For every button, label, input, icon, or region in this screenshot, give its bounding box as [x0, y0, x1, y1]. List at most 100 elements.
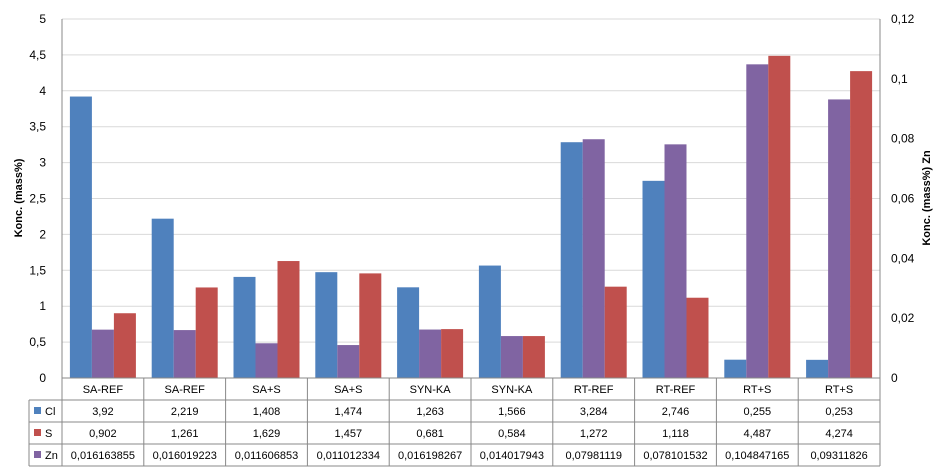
data-label: 0,104847165 [725, 450, 789, 462]
data-label: 3,284 [580, 406, 608, 418]
bar-s [277, 261, 300, 378]
bar-s [686, 297, 709, 378]
data-label: 0,902 [89, 428, 117, 440]
left-tick-label: 0 [39, 371, 46, 385]
data-label: 1,457 [335, 428, 363, 440]
data-label: 0,253 [825, 406, 853, 418]
bar-cl [151, 218, 174, 378]
data-label: 1,408 [253, 406, 281, 418]
data-label: 1,566 [498, 406, 526, 418]
data-label: 0,011012334 [317, 450, 380, 462]
left-tick-label: 2 [39, 227, 46, 241]
data-label: 0,681 [416, 428, 444, 440]
data-label: 1,474 [335, 406, 363, 418]
legend-key-cl [34, 407, 41, 414]
data-label: 1,272 [580, 428, 608, 440]
bar-s [522, 336, 545, 378]
data-label: 4,487 [744, 428, 772, 440]
data-label: 0,078101532 [643, 450, 707, 462]
bar-zn [746, 64, 769, 379]
category-label: RT-REF [574, 384, 614, 396]
category-label: SA-REF [83, 384, 124, 396]
data-label: 0,014017943 [480, 450, 544, 462]
bar-s [359, 273, 382, 378]
data-label: 0,016198267 [398, 450, 462, 462]
data-label: 2,746 [662, 406, 690, 418]
bar-s [850, 71, 873, 378]
left-tick-label: 4 [39, 84, 46, 98]
category-label: SYN-KA [410, 384, 452, 396]
data-label: 0,016019223 [153, 450, 217, 462]
left-tick-label: 4,5 [29, 48, 46, 62]
category-label: SA-REF [165, 384, 206, 396]
bar-zn [500, 336, 523, 378]
bars [69, 55, 873, 379]
right-tick-label: 0,08 [891, 132, 915, 146]
left-tick-label: 1,5 [29, 263, 46, 277]
bar-s [604, 286, 627, 378]
category-label: SA+S [252, 384, 280, 396]
left-axis-title: Konc. (mass%) [13, 158, 25, 237]
left-tick-label: 2,5 [29, 192, 46, 206]
data-table: SA-REF SA-REF SA+S SA+S SYN-KA SYN-KA RT-REF RT… [28, 377, 881, 467]
bar-cl [806, 359, 829, 378]
right-tick-label: 0 [891, 371, 898, 385]
bar-cl [724, 359, 747, 378]
bar-zn [828, 99, 851, 378]
category-label: SYN-KA [491, 384, 533, 396]
left-tick-label: 3,5 [29, 120, 46, 134]
category-label: RT+S [743, 384, 771, 396]
data-label: 4,274 [825, 428, 853, 440]
bar-cl [397, 287, 420, 378]
legend-key-zn [34, 451, 41, 458]
left-tick-label: 5 [39, 12, 46, 26]
bar-cl [233, 276, 256, 378]
legend-label: S [45, 428, 52, 440]
bar-s [768, 55, 791, 378]
data-label: 0,011606853 [235, 450, 298, 462]
data-label: 0,584 [498, 428, 526, 440]
left-tick-label: 0,5 [29, 335, 46, 349]
bar-cl [642, 180, 665, 378]
bar-zn [255, 343, 278, 378]
data-label: 0,09311826 [810, 450, 867, 462]
category-label: SA+S [334, 384, 362, 396]
data-label: 3,92 [92, 406, 113, 418]
data-label: 0,016163855 [71, 450, 135, 462]
bar-s [113, 313, 136, 378]
data-label: 1,629 [253, 428, 281, 440]
legend-label: Zn [45, 450, 58, 462]
left-tick-label: 1 [39, 299, 46, 313]
bar-zn [582, 139, 605, 378]
left-tick-label: 3 [39, 156, 46, 170]
bar-cl [560, 142, 583, 378]
left-axis-ticks: 0 0,5 1 1,5 2 2,5 3 3,5 4 4,5 5 [29, 12, 46, 385]
right-tick-label: 0,12 [891, 12, 915, 26]
legend-label: Cl [45, 406, 55, 418]
category-label: RT-REF [656, 384, 696, 396]
right-axis-ticks: 0 0,02 0,04 0,06 0,08 0,1 0,12 [891, 12, 915, 385]
bar-cl [478, 265, 501, 378]
right-tick-label: 0,06 [891, 192, 915, 206]
bar-zn [337, 345, 360, 378]
bar-zn [419, 329, 442, 378]
bar-s [195, 287, 218, 378]
data-label: 1,261 [171, 428, 199, 440]
right-tick-label: 0,04 [891, 251, 915, 265]
bar-zn [664, 144, 687, 378]
bar-s [441, 329, 464, 378]
data-label: 0,255 [744, 406, 772, 418]
bar-zn [173, 330, 196, 378]
data-label: 0,07981119 [565, 450, 621, 462]
right-tick-label: 0,02 [891, 311, 915, 325]
bar-cl [315, 272, 338, 378]
legend-key-s [34, 429, 41, 436]
right-axis-title: Konc. (mass%) Zn [921, 150, 933, 246]
bar-cl [69, 96, 92, 378]
bar-zn [91, 329, 114, 378]
category-label: RT+S [825, 384, 853, 396]
data-label: 2,219 [171, 406, 199, 418]
right-tick-label: 0,1 [891, 72, 908, 86]
data-label: 1,263 [416, 406, 444, 418]
